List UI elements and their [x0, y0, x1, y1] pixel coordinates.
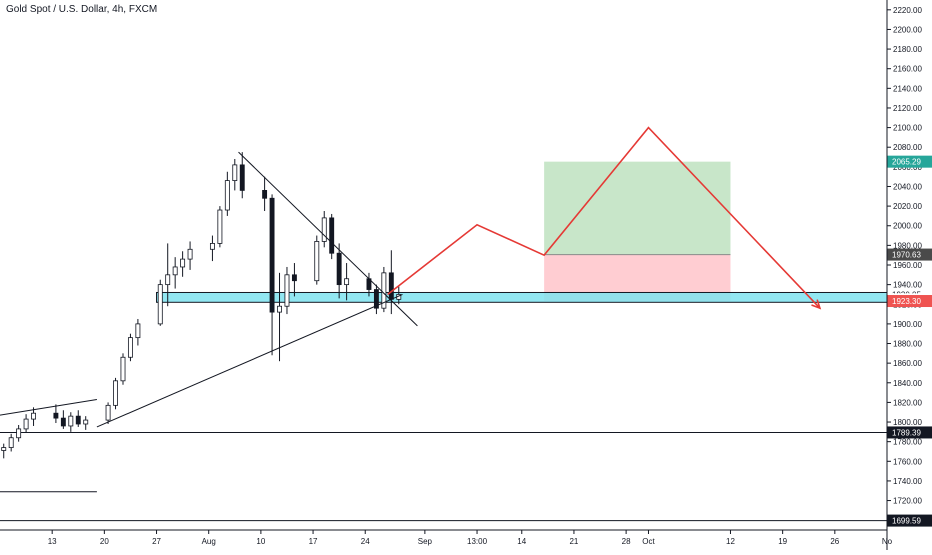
candle-body — [23, 418, 29, 430]
candle-body — [224, 180, 230, 211]
y-tick-label: 1960.00 — [893, 261, 922, 270]
x-tick-label: 17 — [309, 537, 318, 546]
x-tick-label: 26 — [830, 537, 839, 546]
candle-body — [135, 323, 141, 339]
candle-body — [127, 337, 133, 358]
candle-body — [187, 248, 193, 260]
y-tick-label: 2100.00 — [893, 124, 922, 133]
price-label: 1789.39 — [892, 428, 921, 437]
candle-body — [113, 380, 118, 406]
candle-body — [120, 356, 126, 382]
y-tick-label: 1800.00 — [893, 418, 922, 427]
x-tick-label: Aug — [202, 537, 216, 546]
y-tick-label: 2040.00 — [893, 182, 922, 191]
candle-body — [262, 190, 268, 199]
trendline — [96, 293, 403, 428]
candle-body — [284, 274, 290, 307]
x-tick-label: 24 — [361, 537, 370, 546]
candle-body — [388, 272, 394, 300]
price-label: 1923.30 — [892, 297, 921, 306]
candle-body — [172, 266, 178, 276]
x-tick-label: 10 — [256, 537, 265, 546]
y-tick-label: 2160.00 — [893, 65, 922, 74]
candle-body — [381, 272, 387, 309]
candle-body — [373, 289, 379, 309]
candle-body — [314, 241, 320, 282]
candle-body — [336, 252, 342, 286]
candle-body — [8, 437, 14, 448]
y-tick-label: 1720.00 — [893, 497, 922, 506]
y-tick-label: 1940.00 — [893, 281, 922, 290]
y-tick-label: 1880.00 — [893, 340, 922, 349]
price-label-box — [887, 248, 932, 261]
price-label: 1970.63 — [892, 251, 921, 260]
y-tick-label: 1900.00 — [893, 320, 922, 329]
x-tick-label: 21 — [569, 537, 578, 546]
candle-body — [60, 417, 66, 427]
candle-body — [344, 278, 350, 286]
y-tick-label: 2020.00 — [893, 202, 922, 211]
price-label-box — [887, 426, 932, 439]
x-tick-label: 12 — [726, 537, 735, 546]
y-tick-label: 1980.00 — [893, 241, 922, 250]
price-label-box — [887, 155, 932, 168]
price-label-box — [887, 514, 932, 527]
y-tick-label: 2120.00 — [893, 104, 922, 113]
x-tick-label: Oct — [642, 537, 655, 546]
trendline — [0, 398, 97, 416]
y-tick-label: 2180.00 — [893, 45, 922, 54]
profit-zone — [544, 161, 731, 255]
y-tick-label: 1740.00 — [893, 477, 922, 486]
candle-body — [1, 447, 7, 451]
trendline — [238, 151, 418, 327]
x-tick-label: 20 — [100, 537, 109, 546]
x-tick-label: 13:00 — [467, 537, 488, 546]
x-tick-label: 14 — [517, 537, 526, 546]
candle-body — [16, 428, 22, 439]
y-tick-label: 1860.00 — [893, 359, 922, 368]
candle-body — [165, 274, 171, 286]
y-tick-label: 2080.00 — [893, 143, 922, 152]
y-tick-label: 1780.00 — [893, 438, 922, 447]
y-tick-label: 2220.00 — [893, 6, 922, 15]
price-label: 1699.59 — [892, 517, 921, 526]
chart-title: Gold Spot / U.S. Dollar, 4h, FXCM — [6, 4, 158, 15]
candle-body — [217, 209, 223, 244]
candle-body — [68, 415, 74, 427]
candle-body — [83, 419, 89, 425]
price-label: 2065.29 — [892, 158, 921, 167]
candle-body — [232, 164, 238, 181]
candle-body — [157, 284, 163, 325]
candle-body — [269, 197, 275, 313]
y-tick-label: 2000.00 — [893, 222, 922, 231]
candle-body — [291, 274, 297, 282]
projection-arrowhead — [811, 299, 822, 310]
x-tick-label: 28 — [622, 537, 631, 546]
x-tick-label: Sep — [418, 537, 433, 546]
y-tick-label: 1760.00 — [893, 457, 922, 466]
x-tick-label: 19 — [778, 537, 787, 546]
y-tick-label: 2200.00 — [893, 25, 922, 34]
candle-body — [329, 217, 335, 254]
x-tick-label: 13 — [48, 537, 57, 546]
candle-body — [321, 217, 327, 242]
projection-path — [387, 126, 821, 309]
candle-body — [75, 415, 81, 425]
x-tick-label: No — [882, 537, 893, 546]
support-zone — [156, 291, 888, 303]
candle-body — [209, 243, 215, 250]
candle-body — [277, 305, 282, 313]
candle-body — [53, 412, 59, 419]
candle-body — [239, 164, 245, 191]
y-tick-label: 1840.00 — [893, 379, 922, 388]
candle-body — [31, 412, 36, 420]
price-label-box — [887, 295, 932, 308]
y-tick-label: 1820.00 — [893, 398, 922, 407]
candle-body — [180, 258, 186, 268]
y-tick-label: 2140.00 — [893, 84, 922, 93]
x-tick-label: 27 — [152, 537, 161, 546]
candle-body — [105, 404, 111, 421]
